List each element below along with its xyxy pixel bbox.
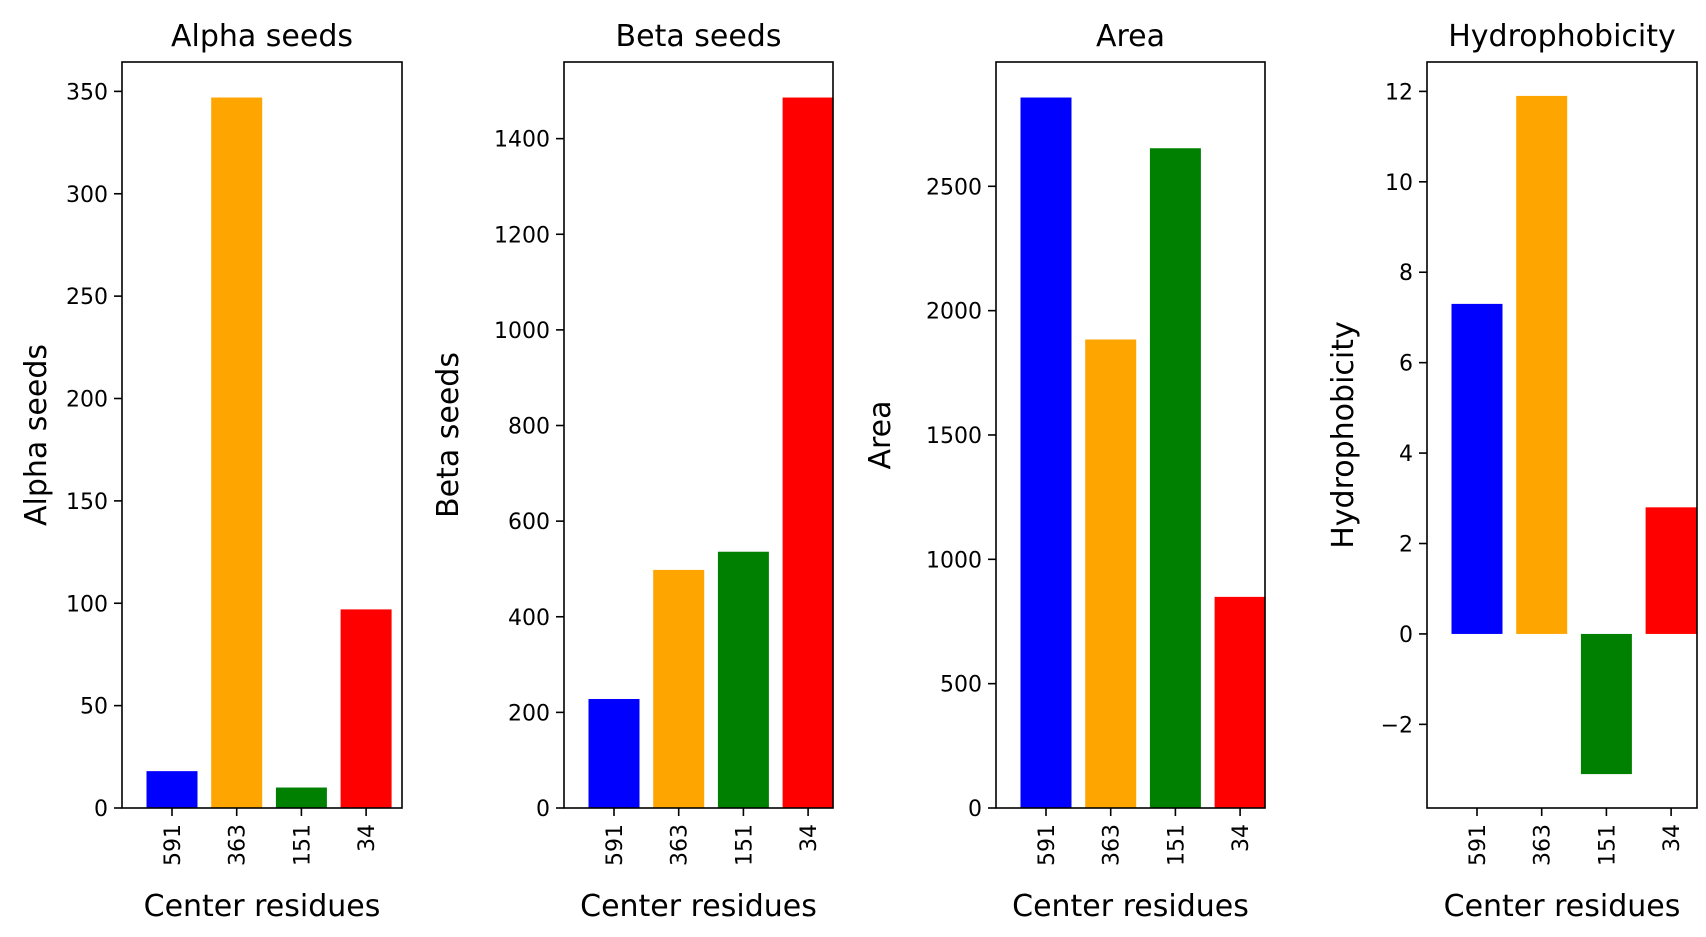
bar-34 [340,609,392,808]
chart-panel-3: 0 500 1000 1500 2000 2500 591 363 151 34 Area Cente… [863,19,1266,924]
x-tick-label: 591 [161,824,186,866]
x-tick-label: 34 [1660,824,1685,852]
bar-591 [588,698,640,808]
y-tick-label: 4 [1399,442,1413,467]
y-tick-label: 50 [80,695,108,720]
bar-151 [1580,633,1632,775]
x-tick-label: 151 [732,824,757,866]
y-tick-label: 500 [940,673,982,698]
bar-363 [1516,95,1568,634]
panel-title: Alpha seeds [171,19,353,54]
x-axis-label: Center residues [1012,889,1249,924]
bar-151 [717,551,769,808]
y-tick-label: 200 [508,701,550,726]
y-tick-label: 2500 [926,175,982,200]
y-tick-label: −2 [1381,713,1413,738]
bar-151 [1149,148,1201,809]
y-tick-label: 0 [968,797,982,822]
y-tick-label: 100 [66,592,108,617]
x-axis-label: Center residues [1444,889,1681,924]
x-tick-label: 151 [1595,824,1620,866]
x-tick-label: 363 [1531,824,1556,866]
x-tick-label: 34 [797,824,822,852]
bar-151 [275,787,327,808]
y-tick-label: 600 [508,510,550,535]
x-axis-label: Center residues [144,889,381,924]
y-tick-label: 250 [66,285,108,310]
bar-591 [1020,97,1072,809]
x-tick-label: 34 [355,824,380,852]
y-tick-label: 1200 [494,223,550,248]
y-tick-label: 6 [1399,352,1413,377]
x-axis-label: Center residues [580,889,817,924]
x-tick-label: 34 [1229,824,1254,852]
y-tick-label: 2 [1399,533,1413,558]
axes-frame [121,61,403,809]
y-tick-label: 150 [66,490,108,515]
y-tick-label: 8 [1399,261,1413,286]
y-tick-label: 1000 [926,548,982,573]
bar-34 [1214,596,1266,808]
y-axis-label: Alpha seeds [19,344,54,526]
y-tick-label: 0 [1399,623,1413,648]
axes-frame [563,61,834,809]
panel-title: Hydrophobicity [1448,19,1676,54]
bar-34 [782,97,834,809]
bar-591 [1451,303,1503,634]
y-axis-label: Area [863,400,898,469]
bar-34 [1645,507,1697,634]
y-tick-label: 1400 [494,128,550,153]
x-tick-label: 363 [668,824,693,866]
x-tick-label: 591 [603,824,628,866]
x-tick-label: 363 [1100,824,1125,866]
y-tick-label: 200 [66,388,108,413]
y-tick-label: 0 [94,797,108,822]
x-tick-label: 591 [1466,824,1491,866]
y-tick-label: 1500 [926,424,982,449]
chart-panel-2: 0 200 400 600 800 1000 1200 1400 591 363 151 34 Beta… [431,19,834,924]
y-tick-label: 10 [1385,171,1413,196]
chart-panel-1: 0 50 100 150 200 250 300 350 591 363 151 34 Alpha se… [19,19,403,924]
chart-panel-4: −2 0 2 4 6 8 10 12 591 363 151 34 Hydrophobicity Cent… [1326,19,1698,924]
y-axis-label: Beta seeds [431,352,466,518]
x-tick-label: 151 [1164,824,1189,866]
bar-363 [1085,339,1137,808]
panel-title: Beta seeds [616,19,782,54]
y-tick-label: 800 [508,415,550,440]
x-tick-label: 151 [290,824,315,866]
bar-363 [653,569,705,808]
y-tick-label: 12 [1385,80,1413,105]
y-tick-label: 400 [508,606,550,631]
y-tick-label: 300 [66,183,108,208]
y-axis-label: Hydrophobicity [1326,321,1361,549]
axes-frame [1426,61,1698,809]
panel-title: Area [1096,19,1165,54]
bar-591 [146,771,198,808]
x-tick-label: 363 [226,824,251,866]
x-tick-label: 591 [1035,824,1060,866]
y-tick-label: 0 [536,797,550,822]
y-tick-label: 1000 [494,319,550,344]
y-tick-label: 2000 [926,300,982,325]
bar-363 [211,97,263,809]
y-tick-label: 350 [66,80,108,105]
